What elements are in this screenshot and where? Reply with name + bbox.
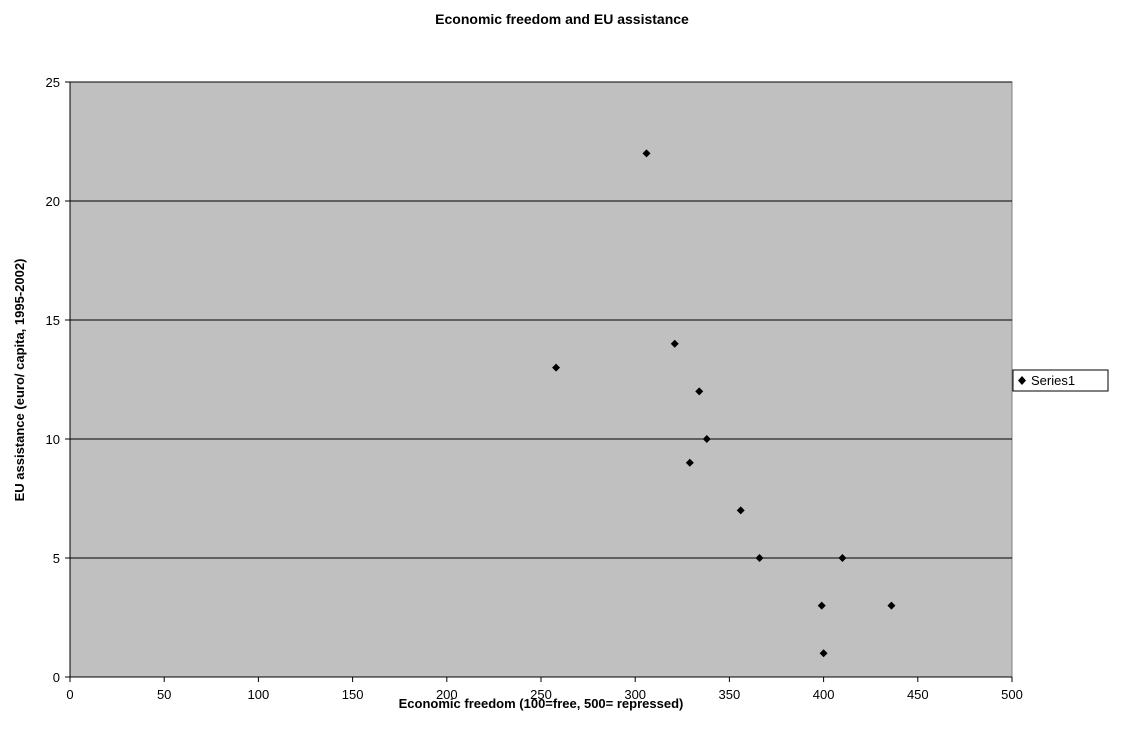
y-axis-tick-labels: 0 5 10 15 20 25 xyxy=(46,75,60,685)
chart-title: Economic freedom and EU assistance xyxy=(435,11,689,27)
data-point xyxy=(838,554,847,562)
data-point xyxy=(642,149,651,158)
data-point xyxy=(755,554,764,562)
x-axis-tick-labels: 0 50 100 150 200 250 300 350 400 450 500 xyxy=(66,687,1022,702)
x-tick-label: 100 xyxy=(248,687,270,702)
legend: Series1 xyxy=(1012,369,1109,392)
x-tick-label: 400 xyxy=(813,687,835,702)
y-tick-label: 0 xyxy=(53,670,60,685)
x-tick-label: 350 xyxy=(719,687,741,702)
data-point xyxy=(685,458,694,467)
y-tick-label: 25 xyxy=(46,75,60,90)
x-tick-label: 500 xyxy=(1001,687,1023,702)
data-point xyxy=(887,601,896,610)
x-tick-label: 0 xyxy=(66,687,73,702)
data-points xyxy=(552,149,896,658)
x-axis-title: Economic freedom (100=free, 500= repress… xyxy=(399,696,684,711)
data-point xyxy=(552,363,561,372)
data-point xyxy=(817,601,826,610)
x-tick-label: 250 xyxy=(530,687,552,702)
legend-label-series1: Series1 xyxy=(1031,373,1075,388)
y-tick-label: 20 xyxy=(46,194,60,209)
plot-area xyxy=(69,81,1013,678)
axes xyxy=(65,81,1013,682)
y-tick-label: 10 xyxy=(46,432,60,447)
data-point xyxy=(819,649,828,658)
x-tick-label: 50 xyxy=(157,687,171,702)
legend-marker-diamond-icon xyxy=(1018,376,1026,385)
data-point xyxy=(695,387,704,396)
y-tick-label: 15 xyxy=(46,313,60,328)
x-tick-label: 450 xyxy=(907,687,929,702)
x-tick-label: 300 xyxy=(624,687,646,702)
y-axis-title: EU assistance (euro/ capita, 1995-2002) xyxy=(12,259,27,502)
data-point xyxy=(670,339,679,348)
x-tick-label: 150 xyxy=(342,687,364,702)
data-point xyxy=(702,435,711,443)
data-point xyxy=(736,506,745,515)
gridlines xyxy=(70,81,1012,559)
y-tick-label: 5 xyxy=(53,551,60,566)
legend-box xyxy=(1012,369,1109,392)
x-tick-label: 200 xyxy=(436,687,458,702)
